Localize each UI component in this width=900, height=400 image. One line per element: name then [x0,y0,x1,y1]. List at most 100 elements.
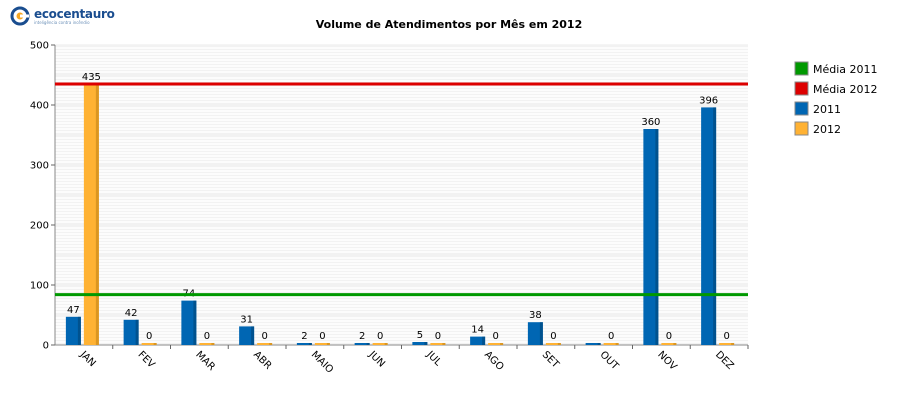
x-tick-label: OUT [598,349,621,372]
data-label-2011-JUL: 5 [417,330,423,341]
bar-2011-JUN [354,343,370,345]
bar-shade [615,343,619,345]
bar-shade [424,342,428,345]
bar-2012-AGO [488,343,504,345]
bar-shade [95,84,99,345]
x-tick-label: MAR [193,349,217,373]
bar-2012-DEZ [719,343,735,345]
bar-shade [326,343,330,345]
bar-shade [308,343,312,345]
bar-2011-JUL [412,342,428,345]
legend-swatch [794,61,809,76]
bar-shade [539,322,543,345]
bar-2012-OUT [603,343,619,345]
data-label-2012-SET: 0 [550,331,556,342]
data-label-2012-JUN: 0 [377,331,383,342]
y-tick-label: 0 [43,341,49,352]
x-tick-label: JAN [77,349,98,370]
data-label-2012-NOV: 0 [666,331,672,342]
y-tick-label: 300 [30,161,49,172]
y-tick-label: 400 [30,101,49,112]
bar-2011-AGO [470,336,486,345]
data-label-2012-OUT: 0 [608,331,614,342]
legend-label: Média 2011 [813,63,878,76]
y-tick-label: 500 [30,41,49,52]
bar-shade [482,336,486,345]
data-label-2012-FEV: 0 [146,331,152,342]
data-label-2011-SET: 38 [529,310,542,321]
legend-label: Média 2012 [813,83,878,96]
legend-swatch [794,81,809,96]
chart-title: Volume de Atendimentos por Mês em 2012 [315,18,583,31]
bar-shade [713,107,717,346]
bar-shade [211,343,215,345]
y-tick-label: 200 [30,221,49,232]
bar-2012-NOV [661,343,677,345]
bar-2012-JAN [83,84,99,345]
bar-shade [500,343,504,345]
data-label-2012-DEZ: 0 [723,331,729,342]
x-tick-label: JUL [424,349,444,369]
bar-2011-ABR [239,326,255,345]
data-label-2011-AGO: 14 [471,325,484,336]
data-label-2011-MAIO: 2 [301,331,307,342]
bar-2011-SET [527,322,543,345]
legend-label: 2012 [813,123,841,136]
bar-shade [673,343,677,345]
bar-shade [597,343,601,345]
data-label-2011-JUN: 2 [359,331,365,342]
data-label-2012-MAR: 0 [204,331,210,342]
data-label-2011-NOV: 360 [641,117,660,128]
x-tick-label: FEV [136,349,157,370]
bar-2011-NOV [643,129,659,345]
x-tick-label: MAIO [309,349,335,375]
bar-shade [77,316,81,345]
company-logo: ecocentauro inteligência contra incêndio [10,4,120,28]
x-tick-label: ABR [251,349,273,371]
data-label-2012-AGO: 0 [492,331,498,342]
bar-shade [366,343,370,345]
data-label-2012-MAIO: 0 [319,331,325,342]
x-tick-label: NOV [655,349,678,372]
bar-shade [557,343,561,345]
data-label-2012-ABR: 0 [261,331,267,342]
bar-2011-DEZ [701,107,717,346]
bar-2012-SET [545,343,561,345]
bar-shade [193,300,197,345]
bar-2012-JUL [430,343,446,345]
bar-2012-ABR [257,343,273,345]
bar-shade [135,319,139,345]
bar-2011-FEV [123,319,139,345]
bar-shade [251,326,255,345]
bar-shade [731,343,735,345]
bar-2012-FEV [141,343,157,345]
data-label-2011-ABR: 31 [240,314,253,325]
x-tick-label: AGO [482,349,506,373]
bar-2011-JAN [65,316,81,345]
data-label-2011-FEV: 42 [125,308,138,319]
x-tick-label: SET [540,349,562,371]
bar-2012-MAR [199,343,215,345]
bar-2011-MAIO [296,343,312,345]
bar-2011-MAR [181,300,197,345]
bar-shade [655,129,659,345]
bar-shade [153,343,157,345]
data-label-2011-DEZ: 396 [699,95,718,106]
data-label-2012-JUL: 0 [435,331,441,342]
x-tick-label: JUN [366,349,387,370]
data-label-2012-JAN: 435 [82,72,101,83]
bar-2012-MAIO [314,343,330,345]
bar-shade [442,343,446,345]
legend-swatch [794,101,809,116]
bar-2011-OUT [585,343,601,345]
x-tick-label: DEZ [713,349,736,372]
legend-swatch [794,121,809,136]
bar-shade [384,343,388,345]
y-tick-label: 100 [30,281,49,292]
logo-icon [10,6,30,26]
bar-shade [269,343,273,345]
legend-label: 2011 [813,103,841,116]
bar-2012-JUN [372,343,388,345]
data-label-2011-JAN: 47 [67,305,80,316]
